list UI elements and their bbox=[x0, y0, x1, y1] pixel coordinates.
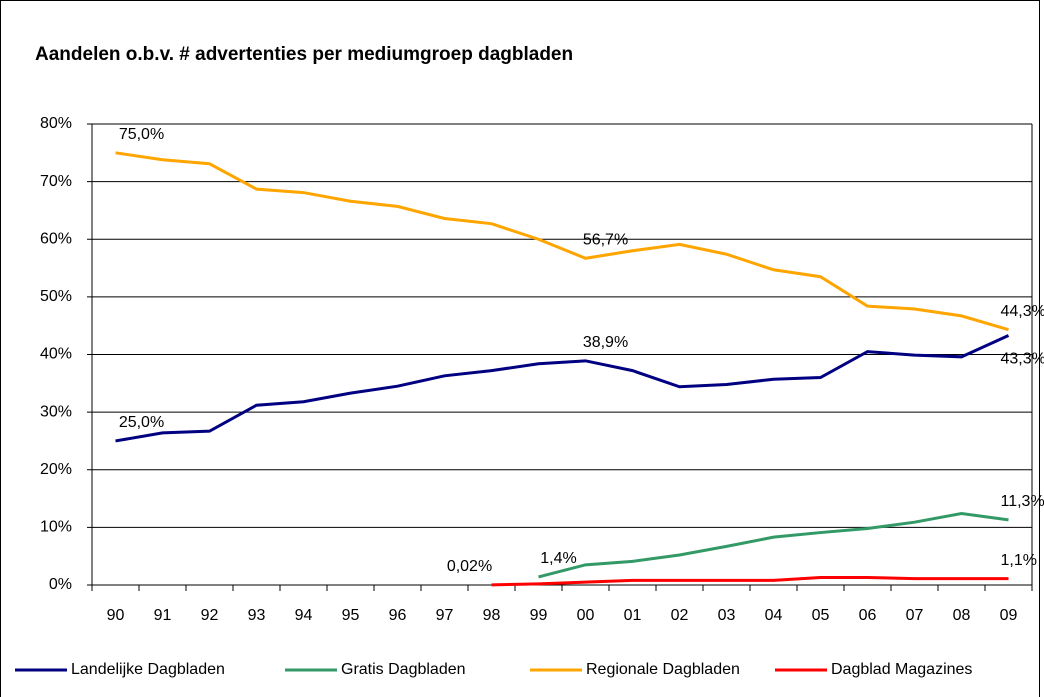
data-label: 0,02% bbox=[447, 558, 492, 575]
x-tick-label: 92 bbox=[201, 607, 219, 624]
legend-label: Landelijke Dagbladen bbox=[71, 661, 225, 678]
data-label: 1,4% bbox=[540, 550, 576, 567]
x-tick-label: 95 bbox=[342, 607, 360, 624]
legend-label: Gratis Dagbladen bbox=[341, 661, 466, 678]
x-tick-label: 09 bbox=[1000, 607, 1018, 624]
y-tick-label: 0% bbox=[49, 576, 72, 593]
x-tick-label: 93 bbox=[248, 607, 266, 624]
data-label: 44,3% bbox=[1001, 303, 1044, 320]
x-tick-label: 01 bbox=[624, 607, 642, 624]
x-tick-label: 90 bbox=[107, 607, 125, 624]
x-tick-label: 91 bbox=[154, 607, 172, 624]
legend-label: Dagblad Magazines bbox=[831, 661, 972, 678]
x-tick-label: 06 bbox=[859, 607, 877, 624]
data-label: 75,0% bbox=[119, 126, 164, 143]
y-tick-label: 80% bbox=[40, 115, 72, 132]
y-tick-label: 30% bbox=[40, 403, 72, 420]
data-label: 56,7% bbox=[583, 231, 628, 248]
x-tick-label: 05 bbox=[812, 607, 830, 624]
legend-label: Regionale Dagbladen bbox=[586, 661, 740, 678]
data-label: 43,3% bbox=[1001, 351, 1044, 368]
series-line bbox=[115, 334, 1010, 443]
data-label: 38,9% bbox=[583, 334, 628, 351]
x-tick-label: 08 bbox=[953, 607, 971, 624]
chart-title: Aandelen o.b.v. # advertenties per mediu… bbox=[35, 44, 573, 65]
x-tick-label: 03 bbox=[718, 607, 736, 624]
series-line bbox=[491, 576, 1009, 587]
x-tick-label: 02 bbox=[671, 607, 689, 624]
x-tick-label: 96 bbox=[389, 607, 407, 624]
x-tick-label: 98 bbox=[483, 607, 501, 624]
y-tick-label: 10% bbox=[40, 519, 72, 536]
data-label: 25,0% bbox=[119, 414, 164, 431]
series-line bbox=[538, 512, 1009, 579]
x-tick-label: 00 bbox=[577, 607, 595, 624]
y-tick-label: 50% bbox=[40, 288, 72, 305]
y-tick-label: 40% bbox=[40, 346, 72, 363]
x-tick-label: 99 bbox=[530, 607, 548, 624]
x-tick-label: 97 bbox=[436, 607, 454, 624]
y-tick-label: 60% bbox=[40, 230, 72, 247]
y-tick-label: 70% bbox=[40, 173, 72, 190]
data-label: 1,1% bbox=[1001, 552, 1037, 569]
x-tick-label: 07 bbox=[906, 607, 924, 624]
x-tick-label: 94 bbox=[295, 607, 313, 624]
y-tick-label: 20% bbox=[40, 461, 72, 478]
data-label: 11,3% bbox=[1001, 493, 1044, 510]
series-line bbox=[115, 151, 1009, 332]
x-tick-label: 04 bbox=[765, 607, 783, 624]
